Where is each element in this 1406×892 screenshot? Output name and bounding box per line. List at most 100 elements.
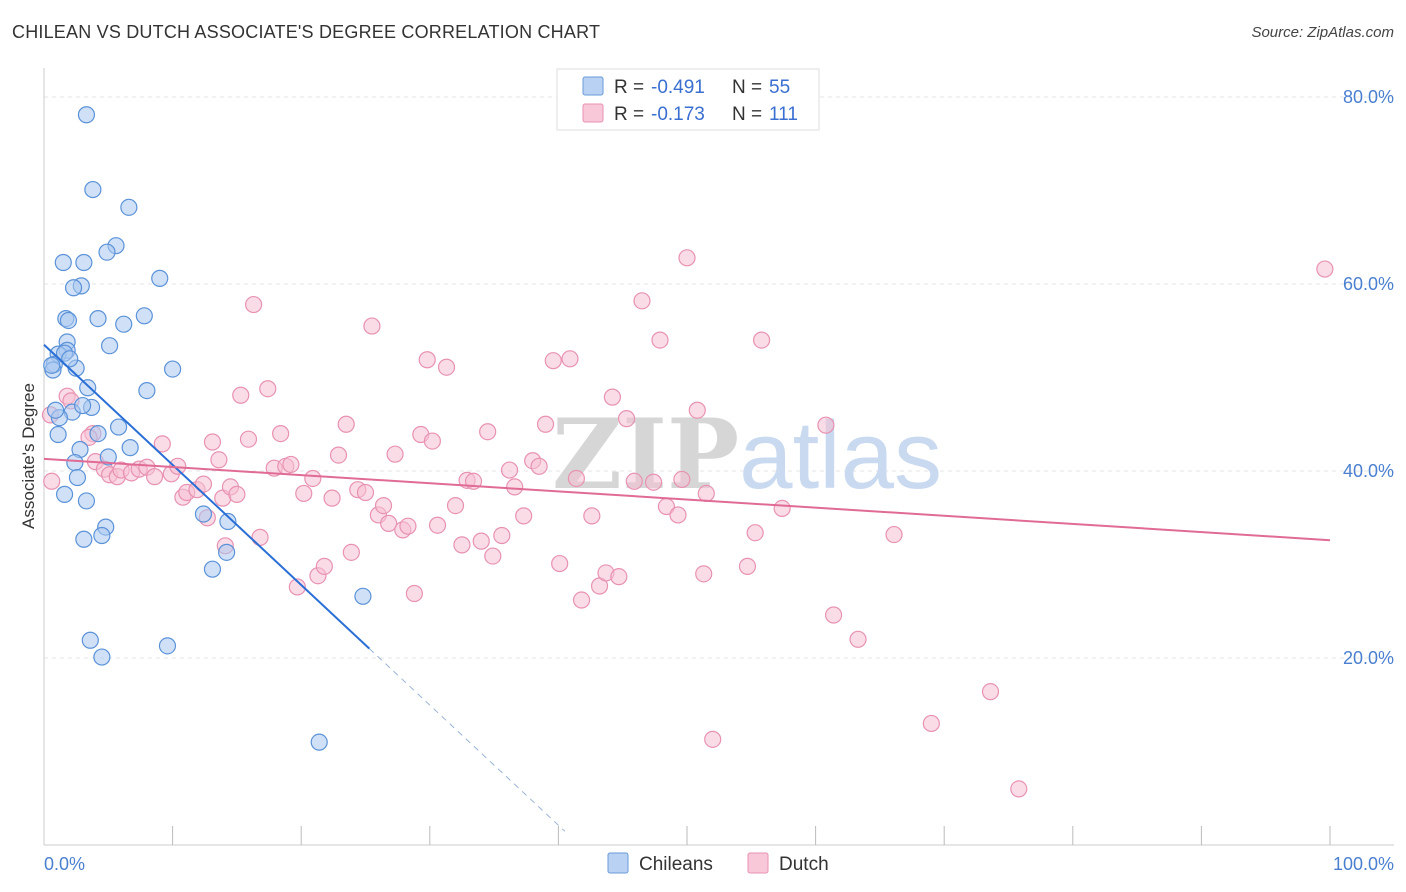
dutch-point [304, 469, 322, 488]
watermark-atlas: atlas [739, 402, 942, 509]
dutch-trend-line [43, 457, 1331, 542]
chilean-point [64, 279, 83, 297]
dutch-point [922, 714, 940, 733]
chilean-point [164, 360, 182, 378]
y-tick-label: 80.0% [1343, 87, 1394, 107]
chilean-point [138, 381, 156, 400]
dutch-point [282, 455, 300, 474]
dutch-point [752, 331, 771, 349]
legend-swatch-chileans [582, 76, 604, 96]
x-tick-label-max: 100.0% [1333, 854, 1394, 874]
dutch-point [697, 484, 715, 503]
dutch-point [704, 730, 722, 748]
dutch-point [418, 351, 436, 369]
chilean-point [115, 315, 133, 333]
dutch-point [232, 386, 250, 404]
chilean-point [54, 253, 72, 272]
dutch-point [374, 496, 393, 515]
dutch-point [500, 461, 519, 479]
y-tick-labels: 20.0% 40.0% 60.0% 80.0% [1343, 87, 1394, 668]
dutch-point [617, 410, 636, 428]
dutch-point [688, 401, 706, 419]
bottom-legend-label-chileans: Chileans [639, 854, 713, 875]
dutch-point [295, 484, 313, 503]
chilean-point [120, 198, 138, 216]
legend-r-label-dutch: R = [614, 104, 644, 125]
chilean-point [93, 648, 111, 666]
dutch-point [825, 606, 843, 624]
dutch-point [610, 568, 628, 586]
dutch-point [428, 516, 447, 534]
chilean-point [218, 543, 236, 561]
chilean-points [43, 106, 372, 751]
y-tick-label: 40.0% [1343, 461, 1394, 481]
dutch-point [288, 578, 306, 596]
chilean-point [194, 505, 213, 523]
chilean-point [100, 337, 119, 355]
chilean-point [89, 309, 107, 328]
dutch-point [981, 683, 1000, 701]
dutch-point [544, 352, 562, 370]
dutch-point [746, 524, 764, 542]
x-ticks [172, 826, 1331, 845]
dutch-point [561, 350, 579, 368]
dutch-point [245, 295, 263, 314]
chilean-point [77, 106, 96, 124]
dutch-point [625, 472, 643, 490]
dutch-point [506, 478, 524, 496]
dutch-point [272, 425, 290, 443]
chilean-point [79, 379, 97, 397]
chilean-point [93, 526, 111, 545]
dutch-point [472, 532, 490, 550]
y-axis-label: Associate's Degree [19, 383, 38, 529]
chilean-point [46, 401, 65, 419]
chilean-point [77, 492, 96, 510]
y-tick-label: 20.0% [1343, 648, 1394, 668]
legend-n-value-dutch: 111 [769, 104, 798, 125]
dutch-point [484, 547, 502, 565]
chilean-point [151, 269, 169, 287]
dutch-point [437, 358, 456, 376]
chilean-point [66, 453, 84, 472]
dutch-point [239, 430, 258, 448]
x-tick-label-min: 0.0% [44, 854, 85, 874]
dutch-point [194, 475, 213, 493]
dutch-point [567, 469, 586, 488]
chilean-point [135, 307, 153, 325]
dutch-point [673, 470, 691, 489]
chilean-point [109, 418, 128, 436]
legend-r-label-chileans: R = [614, 77, 644, 98]
legend-n-label-dutch: N = [732, 104, 762, 125]
chilean-point [61, 350, 79, 368]
dutch-point [337, 415, 355, 433]
dutch-point [515, 507, 533, 525]
chilean-point [98, 243, 116, 261]
dutch-point [203, 433, 222, 451]
dutch-point [342, 543, 360, 561]
dutch-point [153, 435, 171, 453]
chilean-point [81, 631, 99, 649]
dutch-point [885, 525, 903, 544]
dutch-point [1316, 260, 1334, 278]
chilean-point [310, 733, 328, 751]
dutch-point [315, 557, 333, 575]
chileans-trend-extension [369, 648, 566, 832]
dutch-point [446, 496, 465, 515]
dutch-point [356, 483, 375, 502]
dutch-point [43, 472, 61, 490]
y-tick-label: 60.0% [1343, 274, 1394, 294]
chilean-point [73, 396, 92, 415]
dutch-point [738, 557, 757, 575]
bottom-legend-swatch-dutch [747, 852, 769, 874]
dutch-point [644, 473, 663, 491]
dutch-point [678, 249, 696, 267]
dutch-point [380, 514, 398, 532]
chilean-point [43, 356, 61, 374]
dutch-point [259, 380, 277, 398]
chilean-point [55, 485, 74, 503]
bottom-legend-label-dutch: Dutch [779, 854, 829, 875]
chilean-point [203, 560, 222, 578]
dutch-point [329, 446, 348, 464]
dutch-point [633, 292, 651, 310]
